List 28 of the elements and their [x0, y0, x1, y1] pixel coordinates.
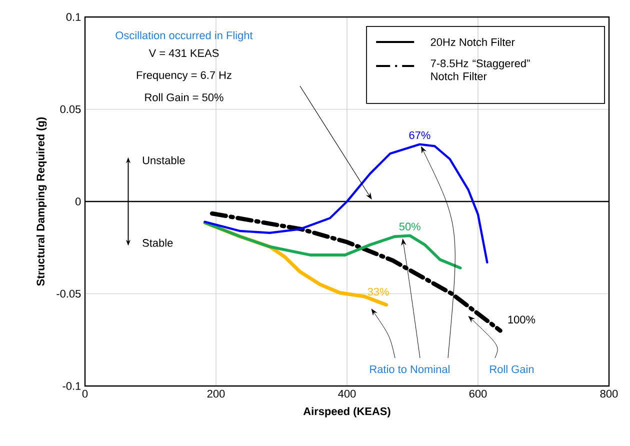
- y-tick-label: 0: [75, 198, 81, 206]
- x-tick-label: 800: [600, 390, 618, 398]
- annotation: Roll Gain: [490, 365, 534, 374]
- series-label: 67%: [409, 131, 430, 140]
- series-label: 100%: [508, 316, 536, 324]
- y-axis-title: Structural Damping Required (g): [36, 117, 47, 286]
- annotation: Unstable: [142, 156, 185, 164]
- annotation: Roll Gain = 50%: [145, 93, 224, 102]
- annotation: 20Hz Notch Filter: [430, 38, 515, 46]
- line-series: [204, 143, 488, 264]
- y-tick-label: 0.1: [66, 13, 81, 21]
- x-tick-label: 200: [207, 390, 225, 398]
- annotation: Frequency = 6.7 Hz: [136, 71, 232, 82]
- line-series: [203, 221, 462, 270]
- series-label: 50%: [399, 222, 420, 230]
- series-label: 33%: [368, 288, 389, 296]
- annotation: Oscillation occurred in Flight: [116, 31, 253, 42]
- x-axis-title: Airspeed (KEAS): [303, 407, 390, 418]
- x-tick-label: 400: [338, 390, 356, 398]
- y-tick-label: 0.05: [60, 105, 81, 114]
- x-tick-label: 0: [82, 390, 88, 398]
- annotation: V = 431 KEAS: [148, 49, 219, 57]
- annotation: 7-8.5Hz “Staggered” Notch Filter: [430, 59, 530, 80]
- annotation: Stable: [142, 238, 173, 247]
- y-tick-label: -0.1: [62, 382, 81, 390]
- y-tick-label: -0.05: [56, 290, 81, 298]
- annotation: Ratio to Nominal: [370, 365, 450, 374]
- x-tick-label: 600: [469, 390, 487, 398]
